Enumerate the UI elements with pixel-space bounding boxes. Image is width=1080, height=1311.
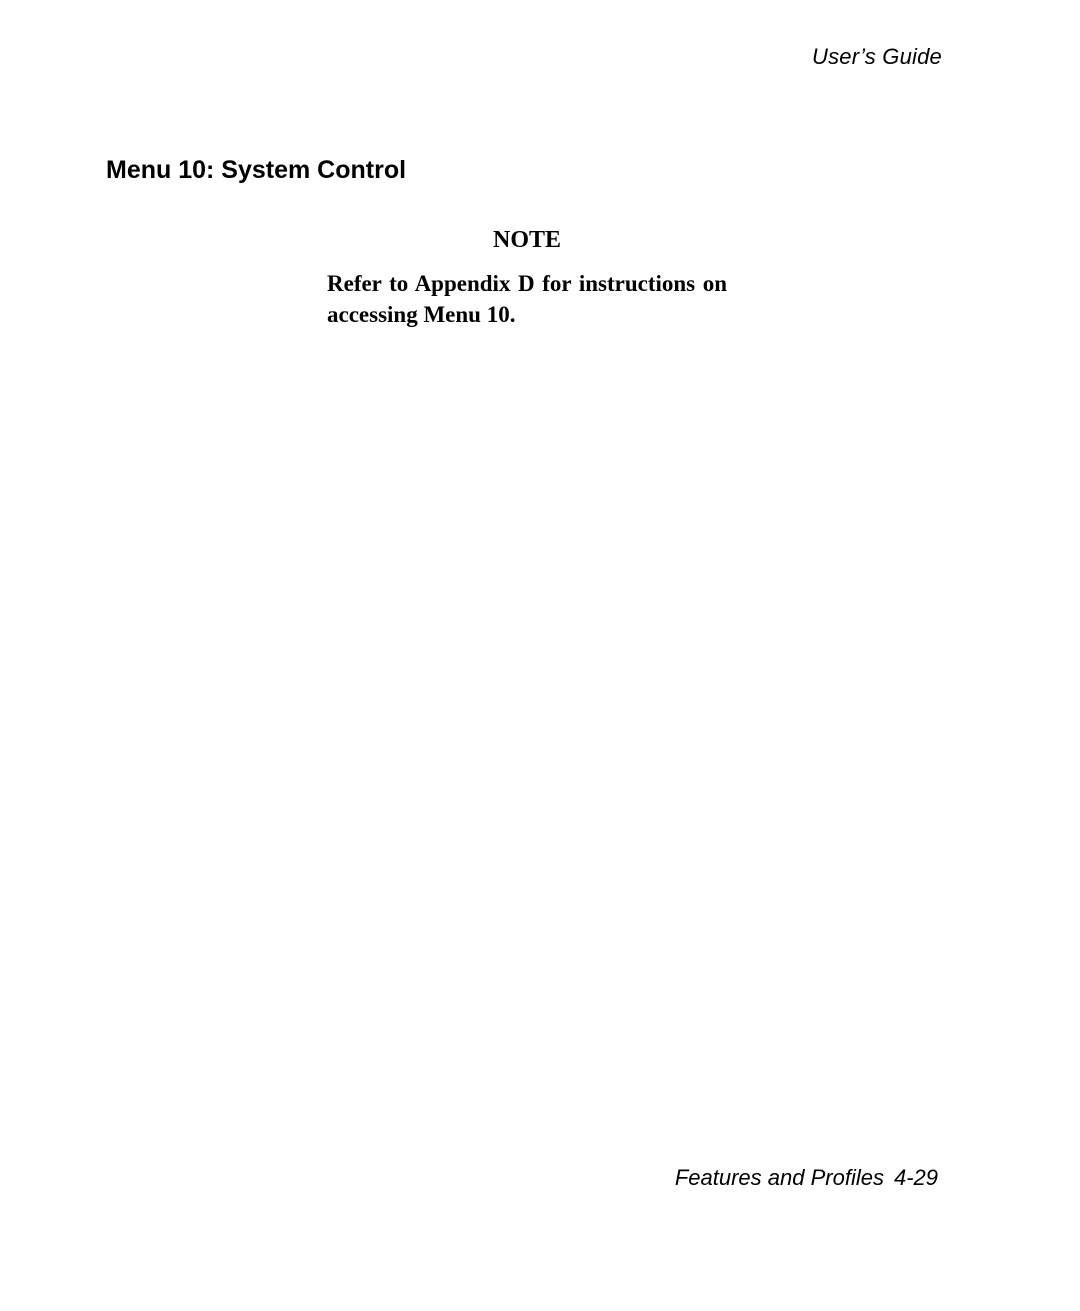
page-footer: Features and Profiles 4-29 (675, 1165, 938, 1191)
note-block: NOTE Refer to Appendix D for instruction… (327, 227, 727, 330)
section-heading: Menu 10: System Control (106, 156, 948, 185)
note-body: Refer to Appendix D for instructions on … (327, 268, 727, 330)
document-page: User’s Guide Menu 10: System Control NOT… (0, 0, 1080, 1311)
footer-section-name: Features and Profiles (675, 1165, 884, 1190)
footer-page-number: 4-29 (894, 1165, 938, 1190)
running-header: User’s Guide (106, 44, 948, 70)
note-title: NOTE (327, 227, 727, 254)
